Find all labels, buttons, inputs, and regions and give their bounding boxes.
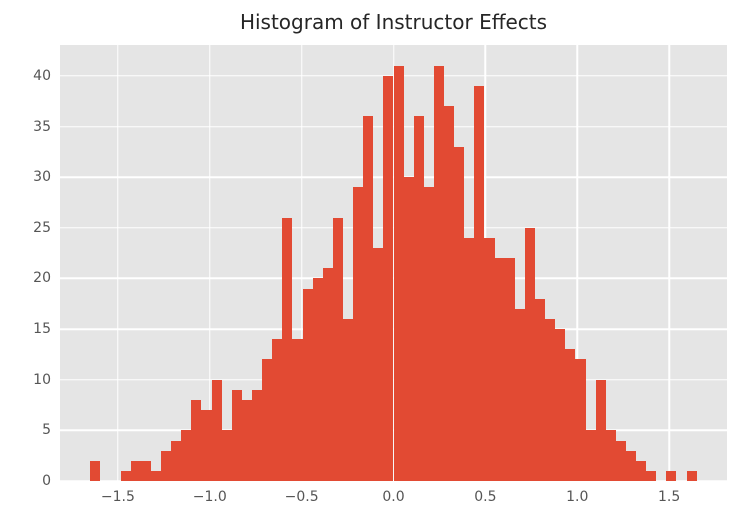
x-tick-label: −1.0 [192,489,227,505]
histogram-bar [231,389,242,481]
histogram-bar [454,146,465,481]
y-tick-label: 5 [42,422,51,439]
gridline-x [117,45,119,481]
histogram-bar [504,258,515,481]
histogram-bar [484,237,495,481]
gridline-x [668,45,670,481]
histogram-bar [433,65,445,481]
histogram-bar [342,318,354,481]
y-tick-label: 20 [33,270,51,287]
histogram-bar [272,339,283,481]
histogram-bar [494,258,505,481]
y-tick-label: 40 [33,67,51,84]
histogram-bar [565,349,576,481]
histogram-bar [292,339,303,481]
histogram-bar [302,288,313,481]
histogram-bar [252,389,263,481]
histogram-bar [383,75,394,481]
x-tick-label: −0.5 [284,489,319,505]
gridline-x [576,45,578,481]
histogram-bar [545,318,556,481]
histogram-bar [90,460,101,481]
histogram-bar [332,217,343,481]
histogram-bar [575,359,586,481]
histogram-bar [534,298,546,481]
histogram-bar [282,217,293,481]
histogram-bar [393,65,404,481]
histogram-bar [423,187,434,481]
histogram-bar [615,440,626,481]
histogram-bar [201,410,212,481]
gridline-x [300,45,303,481]
histogram-bar [181,430,192,481]
histogram-bar [403,177,414,481]
histogram-bar [636,460,647,481]
histogram-bar [625,450,637,481]
histogram-bar [150,470,162,481]
y-tick-label: 15 [33,321,51,338]
histogram-bar [413,116,424,481]
histogram-bar [444,106,455,481]
histogram-bar [524,227,535,481]
histogram-bar [555,329,566,481]
y-tick-label: 30 [33,169,51,186]
histogram-bar [605,430,616,481]
histogram-bar [241,399,252,481]
histogram-bar [191,399,202,481]
histogram-bar [211,379,222,481]
x-tick-label: 0.5 [474,489,497,505]
histogram-bar [161,450,172,481]
histogram-bar [585,430,596,481]
histogram-bar [322,268,333,481]
x-tick-label: 0.0 [382,489,405,505]
y-tick-label: 0 [42,473,51,489]
x-tick-label: −1.5 [100,489,135,505]
histogram-bar [262,359,273,481]
chart-title: Histogram of Instructor Effects [239,10,548,34]
histogram-bar [373,248,384,481]
histogram-bar [666,470,677,481]
histogram-bar [353,187,364,481]
histogram-bar [140,460,151,481]
histogram-bar [120,470,131,481]
histogram-bar [363,116,374,481]
histogram-bar [474,86,485,481]
gridline-x [209,45,211,481]
histogram-bar [646,470,657,481]
histogram-bar [171,440,182,481]
plot-area: 0 5 10 15 20 25 30 35 40 −1.5 −1.0 −0.5 0.0 0.5 1.0 1.5 [33,45,727,504]
histogram-bar [514,308,525,481]
histogram-bar [221,430,232,481]
histogram-bar [464,237,475,481]
gridline-y [60,480,727,482]
histogram-bar [595,379,606,481]
x-tick-label: 1.5 [657,489,681,505]
y-tick-label: 25 [33,219,51,236]
y-tick-label: 35 [33,118,51,135]
histogram-bar [312,278,323,481]
histogram-bar [686,470,697,481]
histogram-bar [130,460,141,481]
y-tick-label: 10 [33,371,51,388]
x-tick-label: 1.0 [566,489,589,505]
